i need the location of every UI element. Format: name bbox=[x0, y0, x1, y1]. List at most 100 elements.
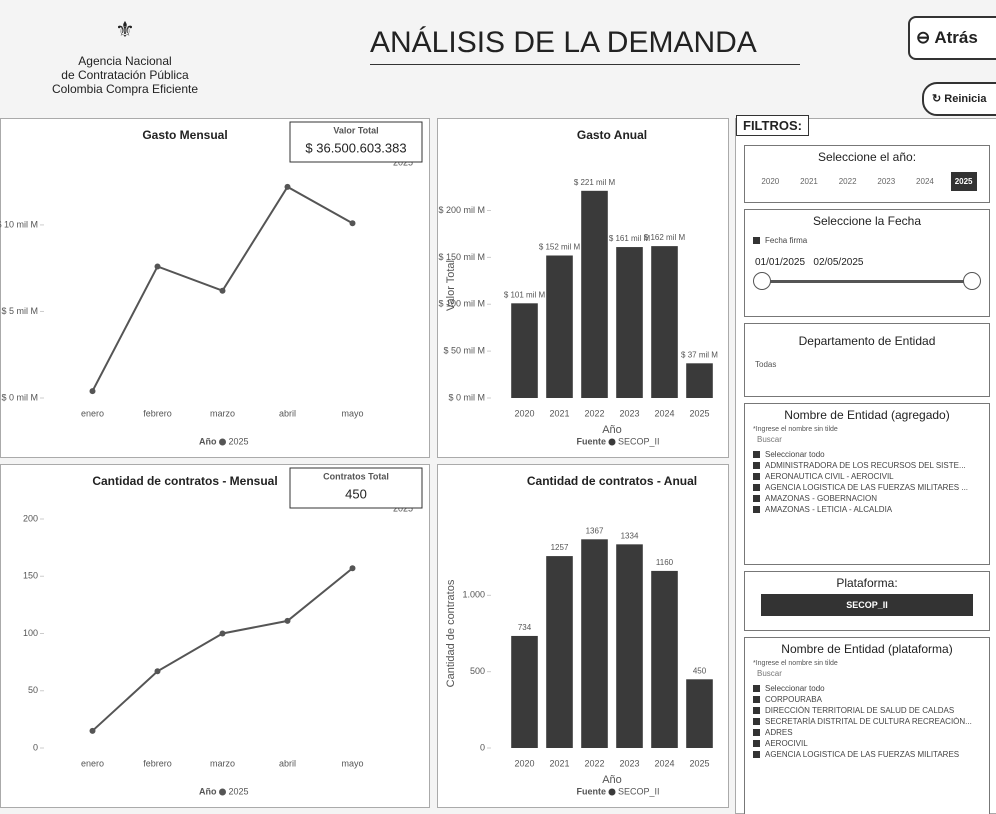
legend-label: 2025 bbox=[229, 786, 249, 796]
legend-title: Fuente bbox=[576, 786, 606, 796]
filter-title: Nombre de Entidad (agregado) bbox=[784, 408, 950, 422]
bar bbox=[651, 246, 678, 398]
entity-option[interactable]: ADMINISTRADORA DE LOS RECURSOS DEL SISTE… bbox=[753, 461, 981, 470]
chart-gasto-anual: Gasto Anual $ 0 mil M $ 50 mil M $ 100 mil … bbox=[437, 118, 729, 458]
bar bbox=[511, 635, 538, 748]
entity-option[interactable]: AEROCIVIL bbox=[753, 739, 981, 748]
bar bbox=[546, 556, 573, 748]
date-range[interactable]: 01/01/2025 02/05/2025 bbox=[755, 257, 979, 268]
entity-option[interactable]: CORPOURABA bbox=[753, 695, 981, 704]
crest: ⚜ bbox=[115, 17, 135, 42]
year-option[interactable]: 2023 bbox=[877, 177, 896, 186]
entity-option[interactable]: ADRES bbox=[753, 728, 981, 737]
chart-title: Cantidad de contratos - Anual bbox=[527, 474, 697, 488]
point bbox=[284, 617, 291, 624]
search-hint: *Ingrese el nombre sin tilde bbox=[753, 660, 838, 667]
year-option[interactable]: 2021 bbox=[800, 177, 818, 186]
entity-filter: Nombre de Entidad (agregado) *Ingrese el… bbox=[744, 403, 990, 565]
department-filter: Departamento de Entidad Todas bbox=[744, 323, 990, 397]
logo: ⚜ Agencia Nacional de Contratación Públi… bbox=[40, 6, 210, 96]
filters-title: FILTROS: bbox=[736, 115, 809, 136]
entity-option[interactable]: DIRECCIÓN TERRITORIAL DE SALUD DE CALDAS bbox=[753, 706, 981, 715]
chart-title: Cantidad de contratos - Mensual bbox=[92, 474, 277, 488]
x-tick-label: 2020 bbox=[514, 758, 534, 768]
point bbox=[154, 668, 161, 675]
y-tick-label: 500 bbox=[470, 666, 485, 676]
x-axis-title: Año bbox=[602, 424, 622, 436]
date-slider[interactable] bbox=[753, 272, 981, 290]
year-option[interactable]: 2022 bbox=[838, 177, 857, 186]
date-to[interactable]: 02/05/2025 bbox=[813, 257, 864, 268]
reset-button[interactable]: ↻ Reinicia bbox=[922, 82, 996, 116]
chart-title: Gasto Anual bbox=[577, 128, 647, 142]
entity-option[interactable]: Seleccionar todo bbox=[753, 684, 981, 693]
filters-panel: FILTROS: Seleccione el año: 2020 2021 2022… bbox=[735, 115, 996, 814]
reset-label[interactable]: Reinicia bbox=[944, 93, 987, 105]
year-option[interactable]: 2024 bbox=[916, 177, 934, 186]
date-from[interactable]: 01/01/2025 bbox=[755, 257, 806, 268]
x-tick-label: enero bbox=[81, 758, 104, 768]
year-option[interactable]: 2025 bbox=[950, 172, 977, 191]
agency-line: Agencia Nacional bbox=[78, 54, 172, 68]
filter-title: Plataforma: bbox=[836, 576, 898, 590]
x-axis-title: Año bbox=[602, 774, 622, 786]
point bbox=[89, 388, 96, 395]
bar bbox=[581, 539, 608, 748]
legend-label: 2025 bbox=[229, 436, 249, 446]
x-tick-label: 2024 bbox=[654, 758, 674, 768]
bar bbox=[686, 363, 713, 398]
y-tick-label: 150 bbox=[23, 571, 38, 581]
data-label: $ 162 mil M bbox=[644, 233, 686, 242]
data-label: $ 161 mil M bbox=[609, 234, 651, 243]
total-card bbox=[289, 121, 423, 163]
y-tick-label: $ 100 mil M bbox=[438, 299, 485, 309]
y-tick-label: $ 10 mil M bbox=[0, 219, 38, 229]
point bbox=[349, 565, 356, 572]
search-hint: *Ingrese el nombre sin tilde bbox=[753, 426, 838, 433]
department-dropdown[interactable]: Todas bbox=[755, 360, 777, 369]
total-value: 450 bbox=[345, 486, 367, 501]
bar bbox=[616, 544, 643, 748]
entity-option[interactable]: AGENCIA LOGISTICA DE LAS FUERZAS MILITAR… bbox=[753, 483, 981, 492]
y-tick-label: 100 bbox=[23, 628, 38, 638]
y-tick-label: $ 150 mil M bbox=[438, 252, 485, 262]
x-tick-label: 2023 bbox=[619, 758, 639, 768]
x-tick-label: febrero bbox=[143, 408, 172, 418]
data-label: 1257 bbox=[551, 543, 569, 552]
entity-option[interactable]: AERONAUTICA CIVIL - AEROCIVIL bbox=[753, 472, 981, 481]
bar bbox=[686, 679, 713, 748]
legend-swatch bbox=[608, 438, 616, 446]
data-label: 1160 bbox=[656, 558, 674, 567]
y-tick-label: $ 5 mil M bbox=[1, 306, 38, 316]
entity-option[interactable]: AGENCIA LOGISTICA DE LAS FUERZAS MILITAR… bbox=[753, 750, 981, 759]
bar bbox=[616, 247, 643, 398]
y-tick-label: $ 200 mil M bbox=[438, 205, 485, 215]
search-box[interactable]: Buscar bbox=[757, 669, 782, 678]
entity-option[interactable]: AMAZONAS - LETICIA - ALCALDIA bbox=[753, 505, 981, 514]
year-option[interactable]: 2020 bbox=[761, 177, 780, 186]
year-filter: Seleccione el año: 2020 2021 2022 2023 2024 2… bbox=[744, 145, 990, 203]
entity-option[interactable]: SECRETARÍA DISTRITAL DE CULTURA RECREACI… bbox=[753, 717, 981, 726]
back-label[interactable]: Atrás bbox=[934, 28, 978, 47]
x-tick-label: 2022 bbox=[584, 758, 604, 768]
x-tick-label: marzo bbox=[210, 758, 235, 768]
search-box[interactable]: Buscar bbox=[757, 435, 782, 444]
date-field-label: Fecha firma bbox=[765, 236, 808, 245]
point bbox=[154, 263, 161, 270]
y-tick-label: $ 0 mil M bbox=[448, 392, 485, 402]
point bbox=[219, 630, 226, 637]
point bbox=[219, 287, 226, 294]
data-label: 734 bbox=[518, 623, 532, 632]
total-card bbox=[289, 467, 423, 509]
total-label: Contratos Total bbox=[323, 471, 389, 481]
x-tick-label: 2020 bbox=[514, 408, 534, 418]
y-tick-label: 50 bbox=[28, 685, 38, 695]
back-button[interactable]: ⊖ Atrás bbox=[908, 16, 996, 60]
entity-option[interactable]: Seleccionar todo bbox=[753, 450, 981, 459]
entity-option[interactable]: AMAZONAS - GOBERNACION bbox=[753, 494, 981, 503]
x-tick-label: abril bbox=[279, 408, 296, 418]
x-tick-label: marzo bbox=[210, 408, 235, 418]
x-tick-label: 2024 bbox=[654, 408, 674, 418]
platform-option[interactable]: SECOP_II bbox=[761, 594, 973, 616]
entity-platform-filter: Nombre de Entidad (plataforma) *Ingrese … bbox=[744, 637, 990, 814]
